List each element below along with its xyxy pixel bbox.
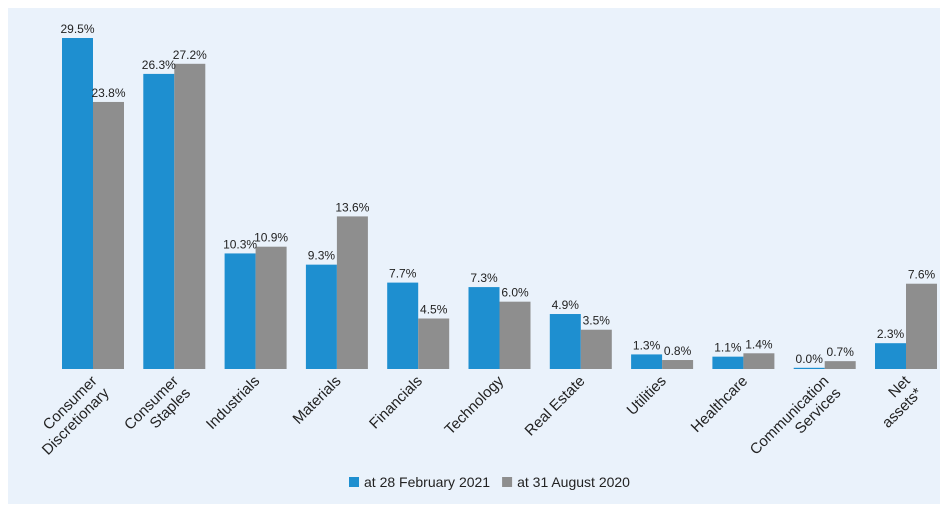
value-label: 7.6%	[908, 268, 936, 282]
value-label: 13.6%	[335, 200, 369, 214]
value-label: 7.3%	[470, 271, 498, 285]
bar-feb-2021-10	[875, 343, 906, 369]
value-label: 6.0%	[501, 286, 529, 300]
bar-aug-2020-5	[499, 301, 531, 369]
category-label-line: Healthcare	[688, 373, 751, 436]
value-label: 0.7%	[827, 345, 855, 359]
legend-label-1: at 31 August 2020	[517, 474, 630, 490]
bar-aug-2020-7	[662, 360, 694, 369]
value-label: 4.5%	[420, 303, 448, 317]
value-label: 7.7%	[389, 267, 417, 281]
bar-aug-2020-1	[174, 63, 206, 370]
bar-aug-2020-9	[824, 361, 856, 369]
value-label: 0.8%	[664, 344, 692, 358]
category-label: Materials	[290, 373, 345, 428]
category-label: Healthcare	[688, 373, 751, 436]
category-label-line: Materials	[290, 373, 345, 428]
bar-feb-2021-0	[62, 38, 93, 369]
category-label: Technology	[441, 372, 507, 438]
category-label-line: Utilities	[624, 373, 670, 419]
value-label: 4.9%	[552, 298, 580, 312]
bar-feb-2021-4	[387, 282, 419, 369]
bar-aug-2020-8	[743, 353, 775, 369]
bar-feb-2021-5	[468, 287, 500, 369]
legend: at 28 February 2021 at 31 August 2020	[349, 474, 630, 490]
value-label: 10.3%	[223, 237, 257, 251]
bar-feb-2021-2	[224, 253, 256, 369]
value-label: 0.0%	[796, 352, 824, 366]
bar-feb-2021-9	[793, 367, 825, 369]
bar-feb-2021-1	[143, 73, 175, 369]
category-label: Financials	[366, 373, 426, 433]
value-label: 27.2%	[173, 48, 207, 62]
category-label-line: Industrials	[203, 373, 263, 433]
bar-feb-2021-6	[549, 314, 581, 369]
value-label: 3.5%	[583, 314, 611, 328]
value-label: 29.5%	[60, 22, 94, 36]
category-label: Utilities	[624, 373, 670, 419]
value-labels-layer: 29.5% 23.8% 26.3%27.2% 10.3%10.9% 9.3% 13.6% 7…	[60, 22, 935, 366]
bar-aug-2020-2	[255, 246, 287, 369]
category-label: Real Estate	[522, 373, 589, 440]
value-label: 1.4%	[745, 337, 773, 351]
bars-layer	[62, 38, 937, 370]
category-label: Industrials	[203, 373, 263, 433]
bar-aug-2020-6	[580, 329, 612, 369]
value-label: 10.9%	[254, 231, 288, 245]
bar-aug-2020-10	[906, 283, 937, 369]
bar-aug-2020-3	[336, 216, 368, 369]
bar-feb-2021-3	[305, 264, 337, 369]
legend-swatch-0	[349, 477, 359, 487]
value-label: 2.3%	[877, 327, 905, 341]
category-label-line: Real Estate	[522, 373, 589, 440]
value-label: 26.3%	[142, 58, 176, 72]
bar-feb-2021-8	[712, 356, 744, 369]
legend-swatch-1	[502, 477, 513, 487]
value-label: 23.8%	[91, 86, 125, 100]
category-label-line: Financials	[366, 373, 426, 433]
value-label: 9.3%	[308, 249, 336, 263]
legend-label-0: at 28 February 2021	[364, 474, 490, 490]
value-label: 1.1%	[714, 341, 742, 355]
bar-aug-2020-0	[93, 101, 124, 369]
category-label-line: Technology	[441, 372, 507, 438]
bar-feb-2021-7	[631, 354, 663, 369]
value-label: 1.3%	[633, 338, 661, 352]
bar-aug-2020-4	[418, 318, 450, 369]
